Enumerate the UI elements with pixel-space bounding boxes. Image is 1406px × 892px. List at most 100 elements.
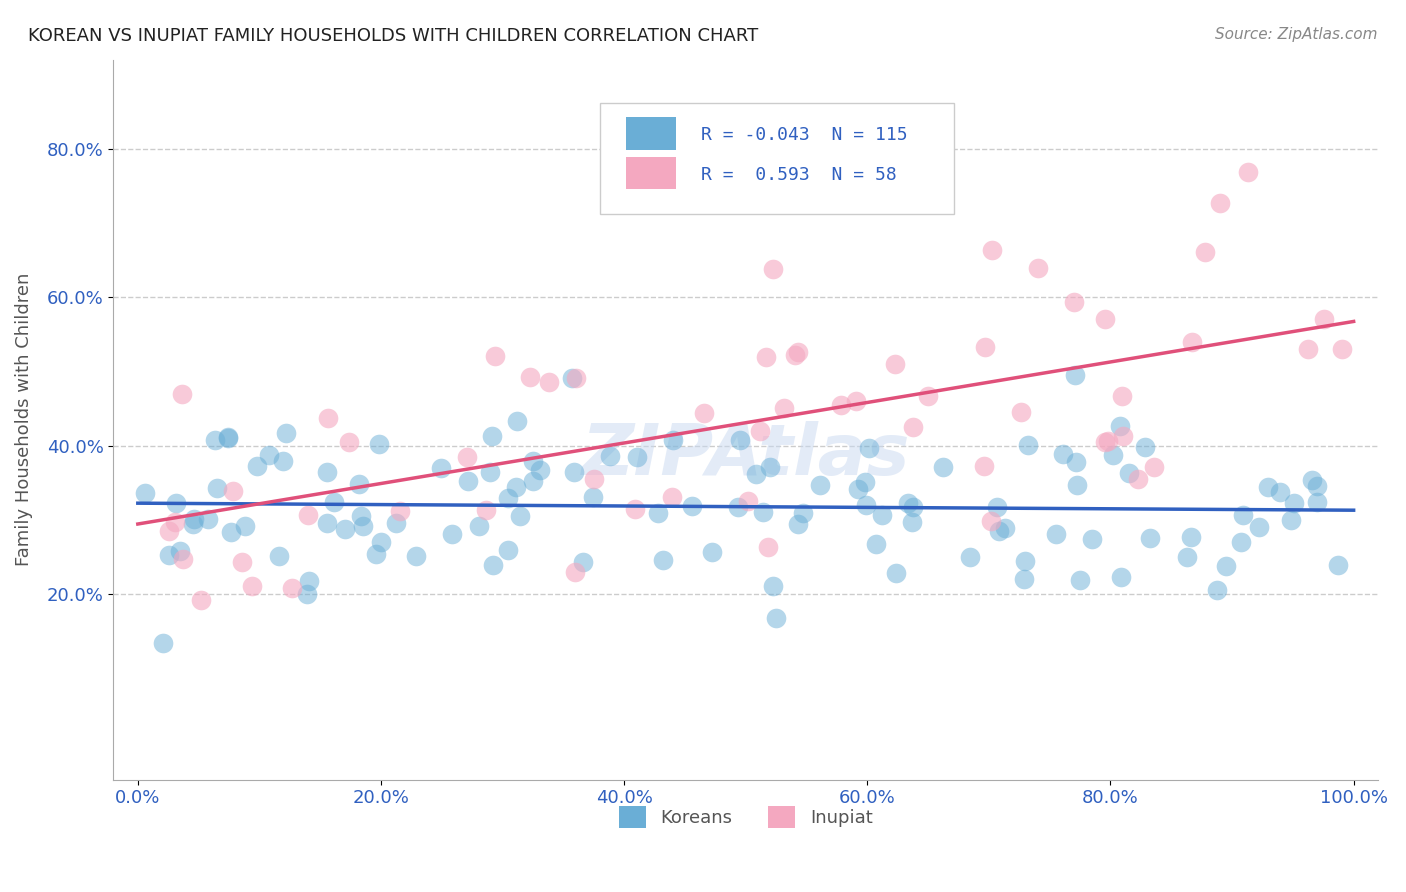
Point (661, 490, 683, 504)
Point (364, 547, 387, 561)
Point (870, 508, 893, 523)
Point (370, 534, 392, 549)
Point (205, 481, 228, 495)
Point (1330, 342, 1353, 356)
Point (165, 496, 187, 510)
Point (980, 244, 1002, 258)
Text: Source: ZipAtlas.com: Source: ZipAtlas.com (1215, 27, 1378, 42)
Point (197, 511, 219, 525)
Point (1215, 559, 1237, 574)
Point (276, 426, 298, 441)
Point (693, 405, 716, 419)
Y-axis label: Family Households with Children: Family Households with Children (15, 273, 32, 566)
Point (737, 494, 759, 508)
Text: R =  0.593  N = 58: R = 0.593 N = 58 (702, 166, 897, 184)
Point (932, 460, 955, 475)
Point (217, 431, 239, 445)
Point (190, 593, 212, 607)
Point (267, 549, 290, 563)
Point (754, 350, 776, 364)
Point (865, 537, 887, 551)
Point (522, 474, 544, 488)
Point (522, 454, 544, 468)
Point (1052, 447, 1074, 461)
Point (298, 574, 321, 589)
Point (281, 581, 304, 595)
Point (626, 450, 648, 464)
Point (752, 505, 775, 519)
Point (235, 519, 257, 533)
Point (1247, 520, 1270, 534)
Point (884, 566, 907, 580)
Point (172, 552, 194, 566)
Point (1066, 477, 1088, 491)
Point (1326, 558, 1348, 573)
Point (1081, 533, 1104, 547)
Point (700, 545, 723, 559)
Point (583, 471, 606, 485)
Point (496, 491, 519, 505)
Point (792, 506, 814, 520)
Point (297, 586, 319, 600)
Point (509, 508, 531, 523)
Point (1063, 295, 1085, 310)
Point (897, 495, 920, 509)
Point (727, 500, 749, 515)
Point (475, 503, 498, 517)
Point (762, 262, 785, 277)
Point (529, 463, 551, 477)
Point (652, 553, 675, 567)
Point (537, 375, 560, 389)
Point (240, 579, 263, 593)
Point (347, 476, 370, 491)
Point (1118, 467, 1140, 481)
Point (1064, 455, 1087, 469)
Point (855, 498, 877, 512)
Point (745, 467, 768, 481)
Point (748, 424, 770, 438)
Point (456, 450, 478, 464)
FancyBboxPatch shape (626, 157, 676, 189)
Point (217, 430, 239, 444)
Point (974, 340, 997, 354)
Point (204, 433, 226, 447)
FancyBboxPatch shape (626, 117, 676, 150)
Point (808, 478, 831, 492)
Point (728, 433, 751, 447)
Point (1232, 508, 1254, 522)
Point (479, 465, 502, 479)
Point (506, 414, 529, 428)
Point (519, 369, 541, 384)
Point (1230, 535, 1253, 549)
Point (152, 636, 174, 650)
Point (917, 389, 939, 403)
Point (1180, 530, 1202, 544)
Point (564, 371, 586, 385)
Point (482, 558, 505, 572)
Point (901, 500, 924, 514)
Point (481, 429, 503, 443)
Point (169, 543, 191, 558)
Point (221, 525, 243, 540)
Point (1237, 165, 1260, 179)
Point (901, 419, 924, 434)
Point (389, 503, 412, 517)
Point (316, 516, 339, 530)
Point (157, 548, 180, 562)
Point (987, 524, 1010, 538)
Point (759, 460, 782, 475)
Point (980, 514, 1002, 528)
Point (1306, 495, 1329, 509)
Point (564, 565, 586, 579)
Point (1175, 550, 1198, 565)
Point (561, 371, 583, 385)
Point (496, 542, 519, 557)
Point (134, 485, 156, 500)
Point (1282, 496, 1305, 510)
Point (257, 448, 280, 462)
Point (322, 495, 344, 509)
Point (1209, 196, 1232, 211)
Point (785, 348, 807, 362)
Point (245, 458, 267, 473)
Point (1102, 448, 1125, 462)
